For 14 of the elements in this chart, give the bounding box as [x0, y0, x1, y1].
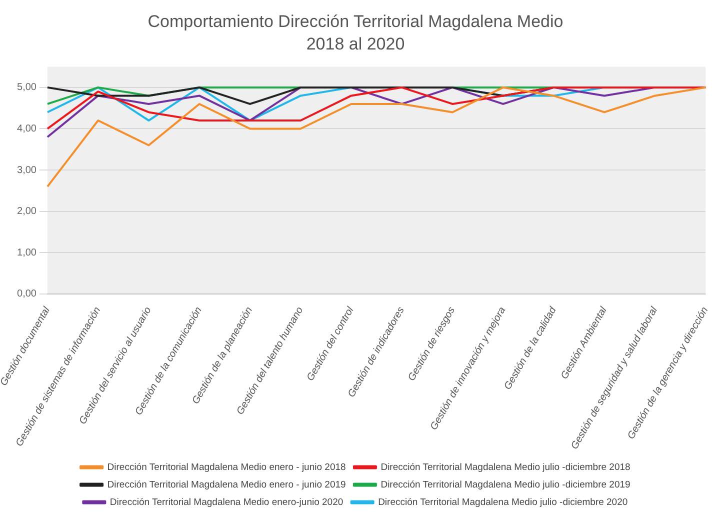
y-tick-label: 5,00 [17, 82, 37, 94]
y-tick-label: 0,00 [17, 288, 37, 300]
chart-subtitle: 2018 al 2020 [306, 34, 405, 54]
legend-label: Dirección Territorial Magdalena Medio enero - junio 2018 [107, 462, 346, 473]
y-tick-label: 3,00 [17, 164, 37, 176]
legend-label: Dirección Territorial Magdalena Medio julio -diciembre 2019 [380, 479, 630, 490]
y-tick-label: 4,00 [17, 123, 37, 134]
chart-title: Comportamiento Dirección Territorial Magdalena Medio [148, 12, 564, 31]
y-tick-label: 2,00 [17, 206, 37, 218]
legend-label: Dirección Territorial Magdalena Medio julio -diciembre 2020 [378, 496, 628, 508]
y-tick-label: 1,00 [17, 247, 37, 258]
legend-label: Dirección Territorial Magdalena Medio enero-junio 2020 [110, 496, 344, 508]
legend-label: Dirección Territorial Magdalena Medio enero - junio 2019 [107, 479, 346, 490]
legend-label: Dirección Territorial Magdalena Medio julio -diciembre 2018 [380, 462, 630, 473]
